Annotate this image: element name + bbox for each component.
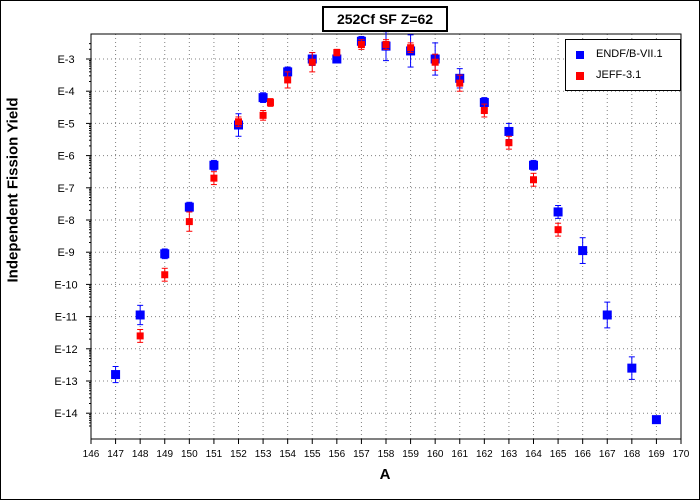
chart-title: 252Cf SF Z=62 (322, 6, 448, 32)
data-point-jeff (554, 226, 562, 234)
y-tick-label: E-5 (57, 118, 74, 130)
x-tick-label: 150 (181, 449, 198, 460)
x-tick-label: 164 (525, 449, 542, 460)
x-tick-label: 158 (378, 449, 395, 460)
legend-marker-jeff (576, 72, 584, 80)
data-point-jeff (185, 218, 193, 226)
x-tick-label: 147 (107, 449, 124, 460)
data-point-jeff (431, 58, 439, 66)
x-tick-label: 165 (550, 449, 567, 460)
data-point-jeff (407, 44, 415, 52)
x-tick-label: 156 (328, 449, 345, 460)
y-tick-label: E-11 (55, 312, 77, 324)
x-tick-label: 149 (156, 449, 173, 460)
y-tick-label: E-3 (57, 54, 74, 66)
y-tick-label: E-10 (54, 279, 77, 291)
y-tick-label: E-8 (57, 215, 74, 227)
y-tick-label: E-6 (57, 151, 74, 163)
y-tick-label: E-9 (57, 247, 74, 259)
x-tick-label: 152 (230, 449, 247, 460)
data-point-jeff (235, 118, 242, 126)
x-tick-label: 170 (673, 449, 690, 460)
data-point-endf (332, 54, 342, 64)
x-tick-label: 154 (279, 449, 296, 460)
legend: ENDF/B-VII.1 JEFF-3.1 (565, 39, 681, 91)
data-point-jeff (530, 176, 537, 184)
y-tick-label: E-12 (54, 344, 77, 356)
legend-label-jeff: JEFF-3.1 (596, 69, 642, 81)
legend-label-endf: ENDF/B-VII.1 (596, 48, 663, 60)
data-point-jeff (505, 139, 513, 147)
x-tick-label: 160 (427, 449, 444, 460)
x-tick-label: 168 (623, 449, 640, 460)
x-tick-label: 163 (501, 449, 518, 460)
y-tick-label: E-4 (57, 86, 74, 98)
data-point-endf (504, 126, 514, 136)
y-tick-label: E-7 (57, 183, 74, 195)
data-point-jeff (136, 332, 144, 340)
x-tick-label: 162 (476, 449, 493, 460)
data-point-endf (529, 160, 538, 170)
x-tick-label: 169 (648, 449, 665, 460)
data-point-endf (651, 415, 661, 425)
data-point-jeff (357, 41, 365, 49)
data-point-jeff (266, 98, 274, 106)
data-point-jeff (210, 174, 218, 182)
x-tick-label: 148 (132, 449, 149, 460)
data-point-endf (258, 93, 268, 103)
data-point-jeff (333, 49, 341, 57)
data-point-endf (209, 160, 219, 170)
data-point-jeff (480, 107, 488, 115)
data-point-endf (578, 246, 588, 256)
data-point-endf (602, 310, 612, 320)
y-axis-label: Independent Fission Yield (4, 97, 22, 283)
x-tick-label: 151 (206, 449, 223, 460)
data-point-jeff (284, 76, 292, 84)
data-point-jeff (161, 271, 169, 279)
data-point-jeff (259, 111, 267, 119)
x-axis-label: A (379, 466, 391, 483)
x-tick-label: 161 (451, 449, 468, 460)
data-point-endf (184, 202, 194, 212)
data-point-endf (627, 363, 637, 373)
x-tick-label: 166 (574, 449, 591, 460)
data-point-jeff (456, 79, 464, 87)
x-tick-label: 167 (599, 449, 616, 460)
y-tick-label: E-13 (54, 376, 77, 388)
x-tick-label: 153 (255, 449, 272, 460)
x-tick-label: 146 (83, 449, 100, 460)
x-tick-label: 159 (402, 449, 419, 460)
data-point-endf (479, 97, 489, 107)
legend-marker-endf (576, 51, 584, 59)
data-point-endf (135, 310, 145, 320)
data-point-endf (553, 207, 563, 217)
x-tick-label: 157 (353, 449, 370, 460)
data-point-endf (111, 370, 121, 380)
data-point-jeff (308, 58, 316, 66)
y-tick-label: E-14 (54, 408, 77, 420)
data-point-jeff (382, 41, 390, 49)
x-tick-label: 155 (304, 449, 321, 460)
data-point-endf (160, 249, 170, 259)
